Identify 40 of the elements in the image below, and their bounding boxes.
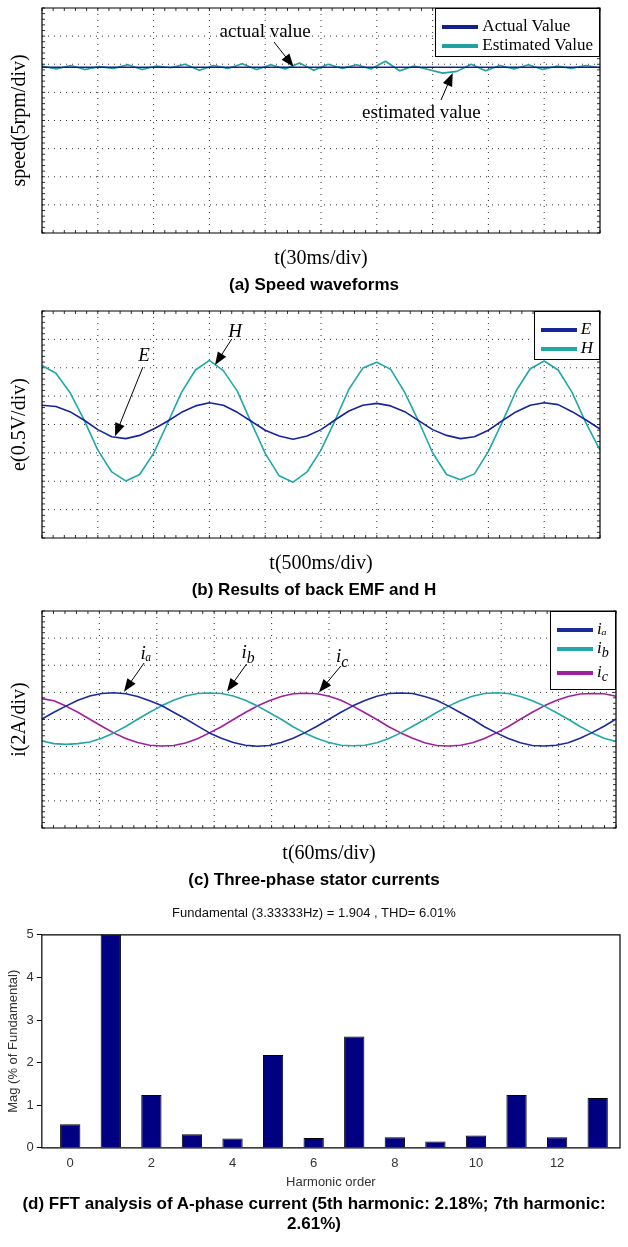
- legend-label: i$_{b}$: [597, 638, 609, 663]
- text: (d) FFT analysis of A-phase current (5th harmonic: 2.18%; 7th harmonic: 2.61%): [21, 1194, 607, 1235]
- y-axis-title: Mag (% of Fundamental): [5, 969, 21, 1113]
- y-tick-label: 1: [26, 1096, 34, 1112]
- x-axis-title: Harmonic order: [286, 1173, 377, 1189]
- legend-label: Actual Value: [482, 16, 571, 35]
- x-axis-title: t(500ms/div): [269, 551, 373, 575]
- text: i$_{c}$: [336, 644, 349, 671]
- y-axis-title: i(2A/div): [7, 682, 31, 757]
- y-axis-title: speed(5rpm/div): [7, 54, 31, 187]
- legend-label: H: [580, 338, 593, 357]
- text: iₐ: [140, 642, 152, 665]
- text: H: [228, 320, 242, 343]
- x-tick-label: 10: [468, 1155, 484, 1171]
- chart-subtitle: Fundamental (3.33333Hz) = 1.904 , THD= 6.01%: [171, 904, 457, 922]
- x-axis-title: t(60ms/div): [282, 841, 376, 865]
- legend-label: E: [580, 319, 593, 338]
- text: (a) Speed waveforms: [227, 275, 401, 296]
- x-tick-label: 8: [391, 1155, 399, 1171]
- text: actual value: [219, 19, 311, 42]
- y-tick-label: 3: [26, 1011, 34, 1027]
- text: (c) Three-phase stator currents: [187, 870, 441, 891]
- annotation: E: [138, 344, 150, 367]
- y-tick-label: 5: [26, 926, 34, 942]
- text: (b) Results of back EMF and H: [190, 580, 438, 600]
- legend-label: iₐ: [597, 619, 608, 638]
- y-axis-title: e(0.5V/div): [7, 378, 31, 471]
- y-tick-label: 0: [26, 1139, 34, 1155]
- x-tick-label: 6: [310, 1155, 318, 1171]
- y-tick-label: 4: [26, 968, 34, 984]
- x-axis-title: t(30ms/div): [274, 246, 368, 270]
- x-tick-label: 2: [147, 1155, 155, 1171]
- legend-label: Estimated Value: [482, 35, 593, 54]
- legend-label: i$_{c}$: [597, 662, 609, 687]
- annotation: estimated value: [362, 100, 481, 123]
- x-tick-label: 0: [66, 1155, 74, 1171]
- text: i$_{b}$: [241, 641, 255, 668]
- x-tick-label: 4: [228, 1155, 237, 1171]
- x-tick-label: 12: [549, 1155, 565, 1171]
- y-tick-label: 2: [26, 1054, 34, 1070]
